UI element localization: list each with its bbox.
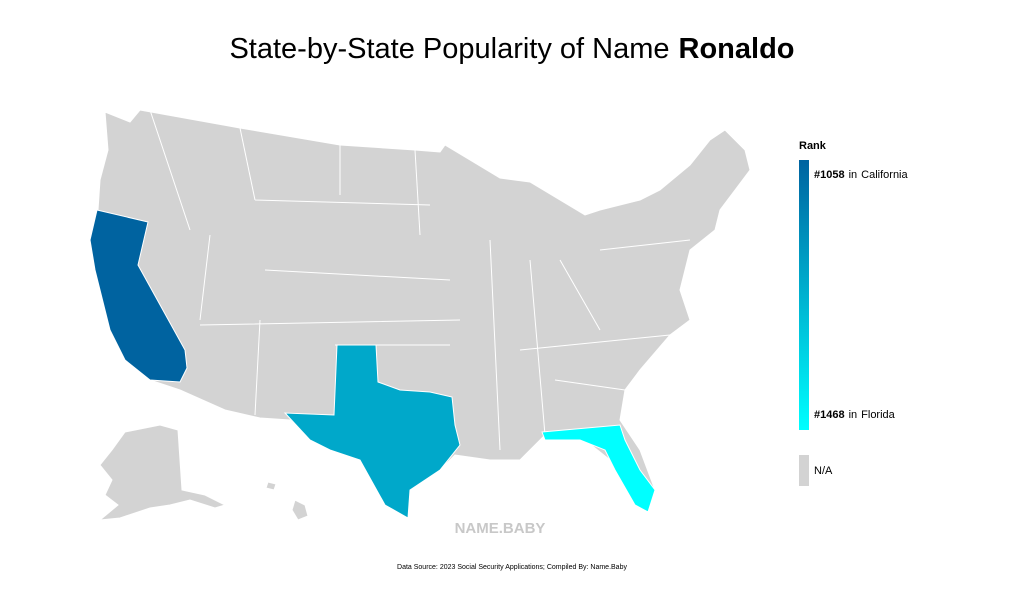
legend-label: #1468 in Florida — [814, 409, 896, 421]
watermark: NAME.BABY — [455, 520, 546, 537]
state-borders — [149, 109, 691, 451]
title-prefix: State-by-State Popularity of Name — [229, 33, 669, 65]
title-name: Ronaldo — [679, 33, 795, 65]
state-florida — [541, 424, 656, 513]
ranked-states — [89, 209, 656, 519]
title: State-by-State Popularity of Name Ronaldo — [229, 33, 794, 65]
legend-na-label: N/A — [814, 465, 833, 477]
legend-state: California — [861, 169, 908, 181]
state-california — [89, 209, 188, 383]
us-base-map — [89, 109, 751, 521]
legend-state: Florida — [861, 409, 896, 421]
state-texas — [283, 344, 461, 519]
alaska — [98, 424, 227, 521]
legend-gradient — [799, 160, 809, 430]
legend-labels: #1058 in California#1468 in Florida — [814, 169, 909, 421]
legend-label: #1058 in California — [814, 169, 909, 181]
legend-connector: in — [849, 409, 858, 421]
legend-na-swatch — [799, 455, 809, 486]
footer: Data Source: 2023 Social Security Applic… — [397, 564, 627, 571]
legend-rank: #1468 — [814, 409, 845, 421]
legend-rank: #1058 — [814, 169, 845, 181]
hawaii — [291, 499, 309, 521]
legend-title: Rank — [799, 140, 827, 152]
legend-connector: in — [849, 169, 858, 181]
hawaii-islands — [265, 481, 277, 491]
